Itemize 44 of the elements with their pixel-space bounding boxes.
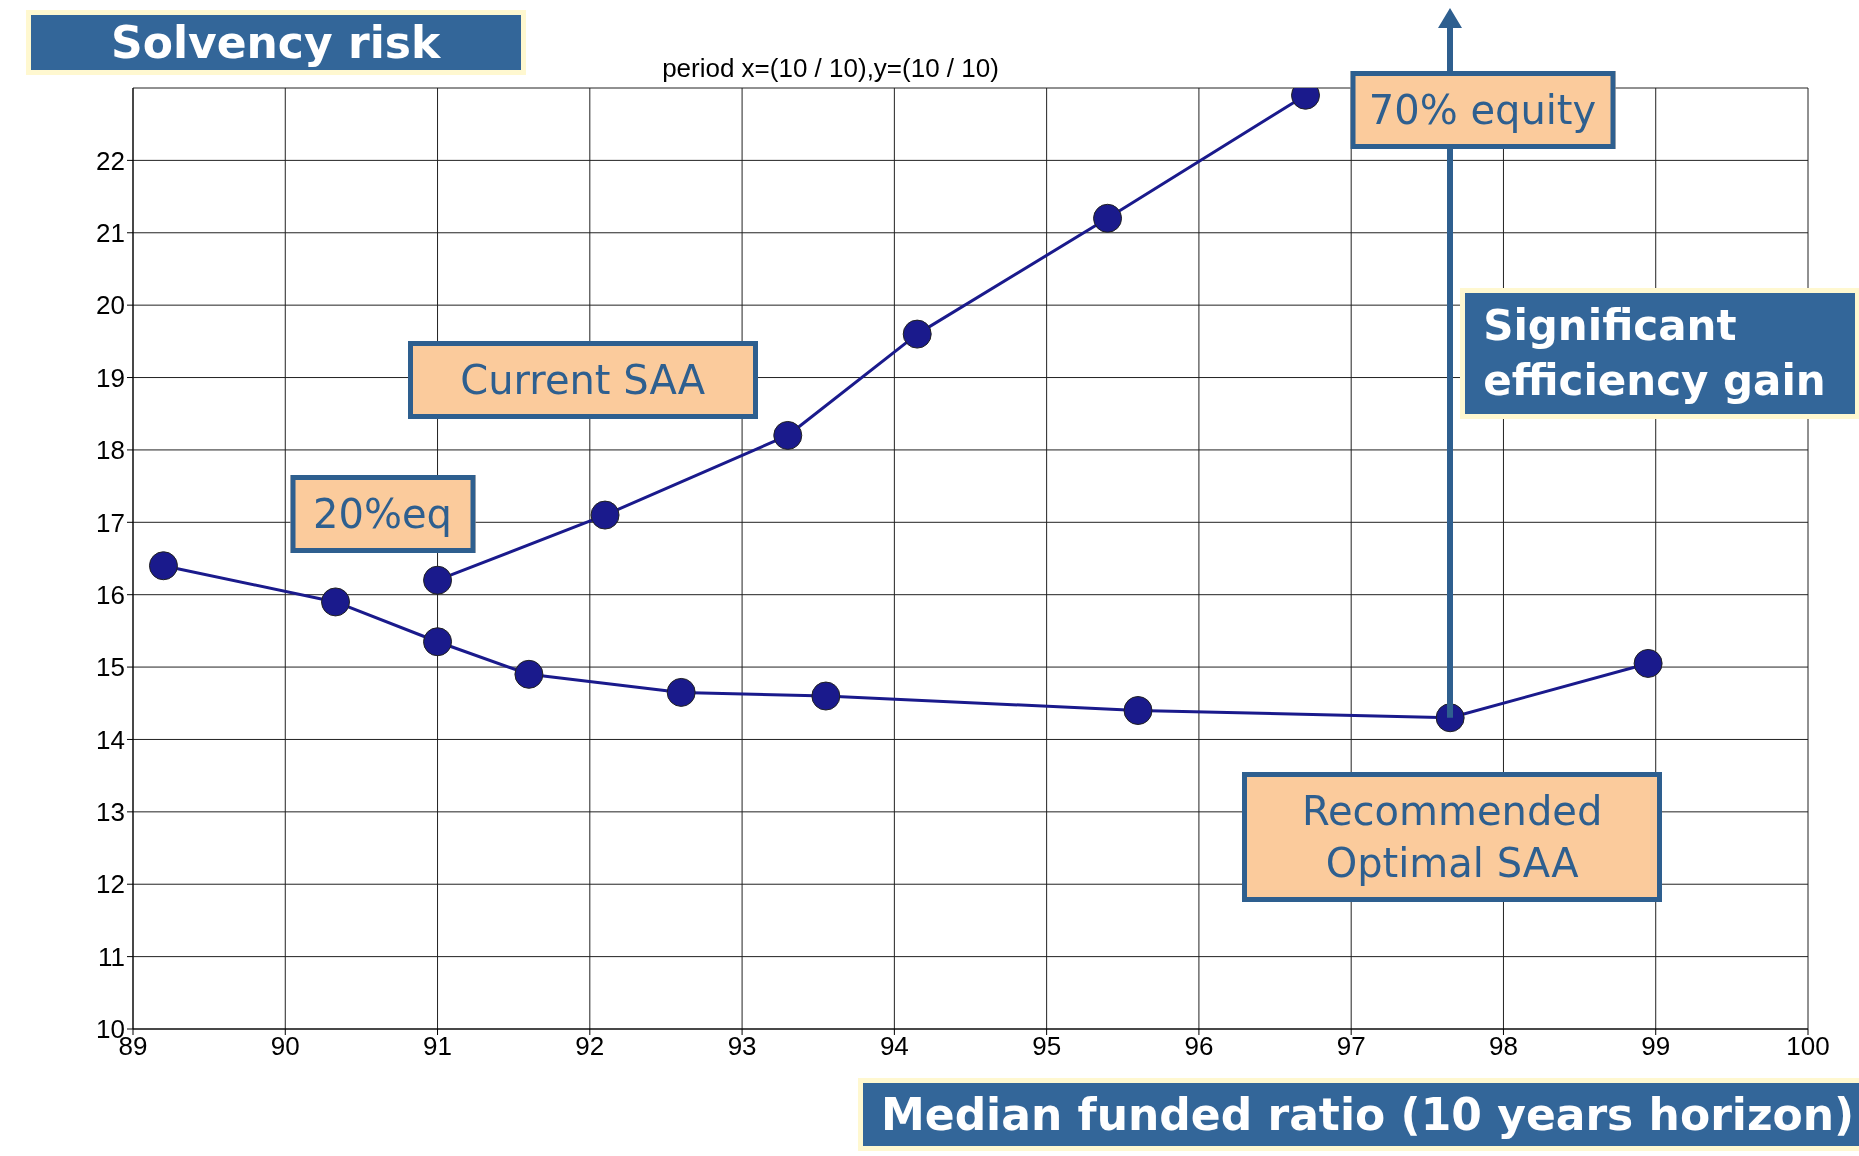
annotation: Current SAA xyxy=(407,341,758,420)
x-tick-label: 90 xyxy=(270,1031,300,1062)
x-tick-label: 96 xyxy=(1184,1031,1214,1062)
x-axis-title: Median funded ratio (10 years horizon) xyxy=(858,1078,1859,1151)
x-tick-label: 92 xyxy=(575,1031,605,1062)
x-tick-label: 94 xyxy=(879,1031,909,1062)
point xyxy=(514,659,544,689)
point xyxy=(1123,696,1153,726)
x-tick-label: 95 xyxy=(1032,1031,1062,1062)
y-tick-label: 11 xyxy=(98,941,125,972)
x-tick-label: 97 xyxy=(1336,1031,1366,1062)
y-tick-label: 22 xyxy=(96,145,125,176)
x-tick-label: 98 xyxy=(1488,1031,1518,1062)
point xyxy=(1633,648,1663,678)
annotation: Significant efficiency gain xyxy=(1460,288,1859,420)
point xyxy=(321,587,351,617)
x-tick-label: 99 xyxy=(1641,1031,1671,1062)
y-axis-title: Solvency risk xyxy=(26,10,526,75)
x-tick-label: 100 xyxy=(1786,1031,1830,1062)
y-tick-label: 19 xyxy=(96,362,125,393)
point xyxy=(666,677,696,707)
y-tick-label: 21 xyxy=(96,218,125,248)
point xyxy=(773,420,803,450)
point xyxy=(590,500,620,530)
y-tick-label: 15 xyxy=(96,652,125,683)
point xyxy=(423,627,453,657)
point xyxy=(902,319,932,349)
x-tick-label: 93 xyxy=(727,1031,757,1062)
point xyxy=(1093,203,1123,233)
y-tick-label: 13 xyxy=(96,797,125,828)
annotation: Recommended Optimal SAA xyxy=(1242,771,1663,902)
y-tick-label: 16 xyxy=(96,579,125,610)
point xyxy=(148,551,178,581)
chart-title: period x=(10 / 10),y=(10 / 10) xyxy=(661,53,1000,84)
y-tick-label: 14 xyxy=(96,724,125,755)
y-tick-label: 17 xyxy=(96,507,125,538)
point xyxy=(423,565,453,595)
annotation: 70% equity xyxy=(1350,71,1615,150)
point xyxy=(811,681,841,711)
y-tick-label: 18 xyxy=(96,435,125,466)
annotation: 20%eq xyxy=(290,475,476,554)
y-tick-label: 12 xyxy=(96,869,125,900)
x-tick-label: 91 xyxy=(423,1031,453,1062)
y-tick-label: 20 xyxy=(96,290,125,321)
